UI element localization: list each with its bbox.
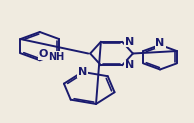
Text: N: N xyxy=(155,38,165,48)
Text: N: N xyxy=(125,37,134,46)
Text: NH: NH xyxy=(48,52,64,62)
Text: O: O xyxy=(39,49,48,59)
Text: N: N xyxy=(125,61,134,70)
Text: N: N xyxy=(78,67,87,77)
